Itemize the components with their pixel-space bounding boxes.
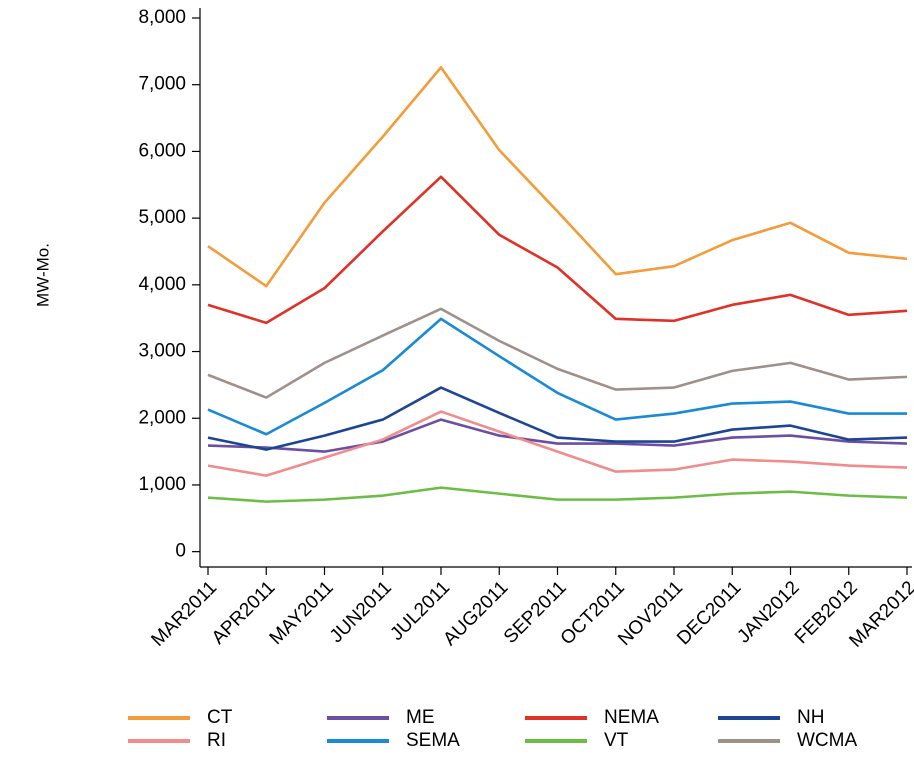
y-tick-label: 3,000 [138, 341, 186, 362]
legend-label: NH [797, 707, 824, 728]
series-line [207, 486, 908, 503]
legend-label: VT [604, 730, 629, 751]
legend-label: NEMA [604, 707, 659, 728]
series-line [207, 317, 907, 436]
y-tick-label: 6,000 [138, 140, 186, 161]
x-tick-label: DEC2011 [673, 577, 745, 649]
y-tick-label: 8,000 [138, 7, 186, 28]
x-tick-label: AUG2011 [439, 577, 512, 650]
y-tick-label: 1,000 [138, 474, 186, 495]
x-tick-label: MAR2011 [147, 577, 221, 651]
series-line [207, 386, 908, 451]
y-tick-label: 7,000 [138, 74, 186, 95]
series-line [207, 410, 908, 477]
legend-label: CT [207, 707, 233, 728]
legend-label: RI [207, 730, 226, 751]
x-tick-label: MAY2011 [266, 577, 338, 649]
x-tick-label: NOV2011 [614, 577, 687, 650]
y-tick-label: 5,000 [138, 207, 186, 228]
series-line [207, 418, 908, 453]
series-line [207, 175, 908, 325]
y-tick-label: 4,000 [138, 274, 186, 295]
y-tick-label: 2,000 [138, 407, 186, 428]
legend-label: ME [406, 707, 435, 728]
y-axis-label: MW-Mo. [33, 243, 52, 307]
series-line [207, 307, 908, 399]
x-tick-label: JAN2012 [733, 577, 803, 647]
y-tick-label: 0 [175, 541, 186, 562]
legend-label: WCMA [797, 730, 857, 751]
series-line [207, 66, 908, 288]
x-tick-label: JUN2011 [326, 577, 396, 647]
legend-label: SEMA [406, 730, 460, 751]
